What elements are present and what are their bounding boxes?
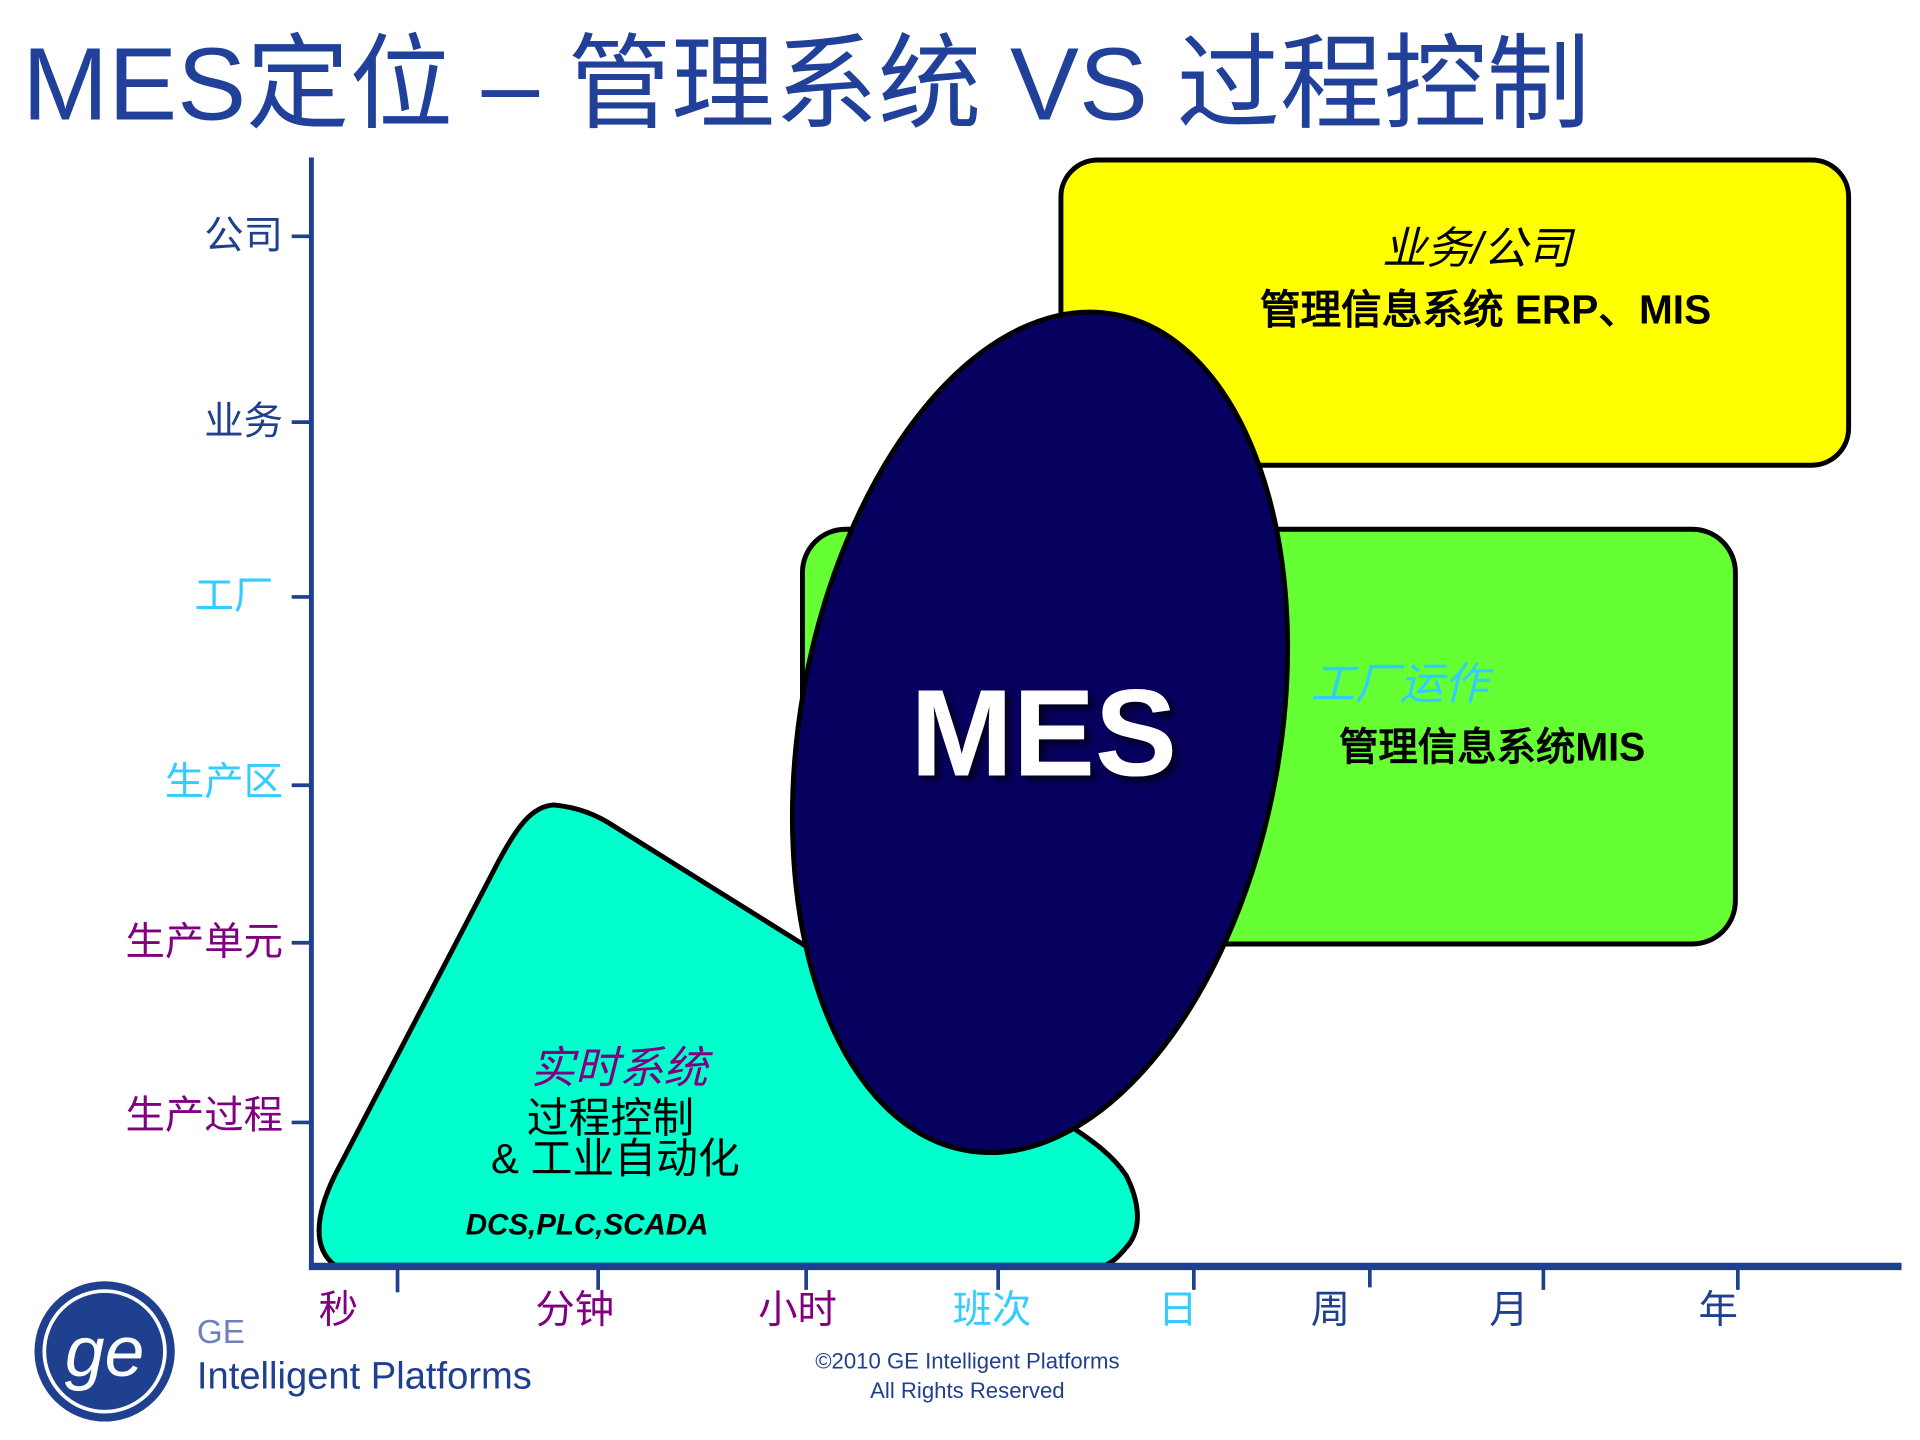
x-label-month: 月: [1489, 1288, 1528, 1332]
plant-systems-text: 管理信息系统MIS: [1339, 726, 1645, 770]
x-axis-ticks: [395, 1267, 1740, 1293]
ge-logo-icon: ge: [34, 1281, 175, 1422]
plant-heading: 工厂运作: [1311, 660, 1495, 709]
svg-text:ge: ge: [65, 1312, 144, 1392]
x-label-second: 秒: [319, 1288, 358, 1332]
mes-ellipse: [789, 309, 1291, 1156]
business-systems-text: 管理信息系统 ERP、MIS: [1260, 287, 1711, 333]
y-label-company: 公司: [204, 214, 283, 258]
y-axis-ticks: [291, 234, 312, 1125]
mes-label: MES: [910, 665, 1177, 802]
y-label-plant: 工厂: [194, 574, 273, 618]
copyright-line2: All Rights Reserved: [870, 1378, 1064, 1403]
y-label-cell: 生产单元: [126, 920, 284, 964]
x-label-week: 周: [1311, 1288, 1350, 1332]
realtime-line2: & 工业自动化: [491, 1135, 740, 1182]
page-title: MES定位 – 管理系统 VS 过程控制: [22, 25, 1590, 141]
copyright-line1: ©2010 GE Intelligent Platforms: [815, 1349, 1119, 1374]
brand-intelligent-platforms: Intelligent Platforms: [197, 1354, 532, 1397]
business-heading: 业务/公司: [1382, 224, 1575, 273]
x-label-year: 年: [1698, 1288, 1737, 1332]
realtime-heading: 实时系统: [530, 1044, 713, 1093]
x-label-day: 日: [1158, 1288, 1197, 1332]
x-label-minute: 分钟: [535, 1288, 614, 1332]
y-label-business: 业务: [204, 399, 283, 443]
x-label-hour: 小时: [758, 1288, 837, 1332]
brand-ge: GE: [197, 1314, 245, 1351]
realtime-region-shape: [316, 802, 1140, 1268]
y-label-process: 生产过程: [126, 1094, 284, 1138]
y-label-area: 生产区: [165, 760, 283, 804]
realtime-examples: DCS,PLC,SCADA: [466, 1208, 709, 1241]
x-label-shift: 班次: [953, 1288, 1032, 1332]
realtime-line1: 过程控制: [527, 1094, 694, 1141]
